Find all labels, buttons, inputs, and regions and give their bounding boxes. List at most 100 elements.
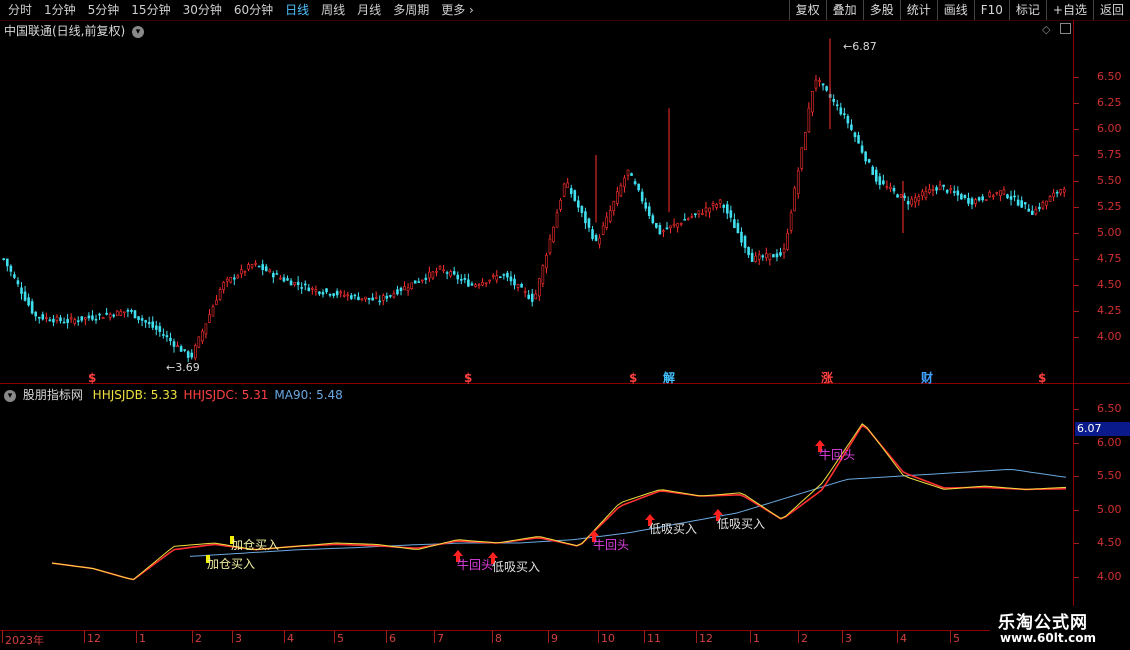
candle-body — [34, 311, 37, 317]
function-button-5[interactable]: F10 — [973, 0, 1009, 20]
y-tick-label: 6.00 — [1097, 435, 1122, 449]
maximize-icon[interactable] — [1060, 23, 1071, 34]
candle-body — [467, 279, 470, 287]
signal-arrow — [488, 552, 498, 564]
period-tab-3[interactable]: 15分钟 — [131, 3, 171, 17]
candle-body — [154, 325, 158, 330]
period-tab-6[interactable]: 日线 — [285, 3, 310, 17]
candle-body — [186, 351, 190, 358]
candle-body — [126, 309, 130, 312]
candle-body — [889, 186, 892, 189]
period-tab-1[interactable]: 1分钟 — [44, 3, 76, 17]
candle-body — [768, 253, 772, 260]
candle-body — [1023, 202, 1027, 205]
candle-body — [711, 203, 715, 206]
candle-body — [197, 336, 201, 348]
x-tick-label: 12 — [87, 632, 101, 645]
chevron-down-icon[interactable]: ▾ — [4, 389, 16, 402]
candle-body — [502, 274, 506, 276]
x-tick-label: 9 — [551, 632, 558, 645]
candle-body — [215, 299, 218, 306]
candle-body — [960, 194, 963, 200]
function-buttons: 复权 叠加 多股 统计 画线 F10 标记 +自选 返回 — [788, 0, 1130, 20]
candle-body — [867, 159, 871, 163]
candle-body — [843, 113, 846, 115]
candle-body — [956, 190, 960, 196]
candle-body — [488, 279, 491, 282]
candle-body — [538, 278, 541, 297]
candle-body — [630, 173, 633, 176]
indicator-name[interactable]: 股朋指标网 — [22, 388, 83, 402]
candle-body — [874, 169, 878, 182]
period-tab-2[interactable]: 5分钟 — [87, 3, 120, 17]
candle-body — [690, 216, 694, 218]
x-tick-label: 1 — [139, 632, 146, 645]
candle-body — [676, 223, 679, 228]
function-button-7[interactable]: +自选 — [1045, 0, 1093, 20]
period-tab-8[interactable]: 月线 — [357, 3, 382, 17]
x-tick — [2, 631, 3, 643]
candle-body — [303, 283, 307, 286]
y-tick-label: 6.00 — [1097, 122, 1122, 135]
event-marker: $ — [629, 371, 637, 385]
candle-body — [1055, 191, 1059, 194]
candle-body — [662, 230, 665, 233]
function-button-4[interactable]: 画线 — [936, 0, 974, 20]
candle-body — [204, 323, 208, 335]
function-button-3[interactable]: 统计 — [899, 0, 937, 20]
candle-body — [339, 291, 343, 294]
candle-body — [374, 297, 378, 299]
candle-body — [158, 326, 162, 332]
x-tick-label: 2023年 — [5, 634, 44, 647]
candle-body — [938, 184, 942, 191]
price-panel-title[interactable]: 中国联通(日线,前复权) ▾ — [4, 22, 145, 39]
candle-body — [420, 279, 424, 282]
candle-body — [1009, 196, 1013, 200]
function-button-6[interactable]: 标记 — [1008, 0, 1046, 20]
period-tab-7[interactable]: 周线 — [321, 3, 346, 17]
candle-body — [41, 314, 45, 320]
chevron-down-icon[interactable]: ▾ — [132, 25, 145, 38]
candle-body — [1045, 200, 1048, 206]
function-button-0[interactable]: 复权 — [788, 0, 826, 20]
function-button-1[interactable]: 叠加 — [825, 0, 863, 20]
candle-body — [162, 334, 165, 336]
period-tab-4[interactable]: 30分钟 — [182, 3, 222, 17]
candle-body — [601, 225, 605, 235]
period-tab-10[interactable]: 更多 › — [441, 3, 474, 17]
x-tick-label: 6 — [389, 632, 396, 645]
function-button-2[interactable]: 多股 — [862, 0, 900, 20]
candle-body — [413, 280, 417, 284]
candle-body — [275, 273, 279, 275]
period-tab-0[interactable]: 分时 — [8, 3, 33, 17]
candle-body — [201, 330, 204, 342]
candle-body — [190, 352, 194, 358]
candle-body — [541, 265, 545, 284]
signal-label: 加仓买入 — [207, 557, 255, 571]
period-tab-9[interactable]: 多周期 — [393, 3, 430, 17]
candle-body — [211, 306, 215, 317]
y-tick-label: 4.50 — [1097, 536, 1122, 549]
candle-body — [80, 316, 84, 321]
candle-body — [694, 213, 697, 216]
diamond-icon[interactable]: ◇ — [1042, 23, 1051, 36]
candle-body — [165, 335, 169, 338]
y-tick — [1074, 442, 1079, 444]
candle-body — [282, 277, 286, 282]
x-tick-label: 3 — [235, 632, 242, 645]
candle-body — [605, 216, 609, 228]
candle-body — [626, 169, 630, 176]
candle-body — [750, 252, 754, 262]
period-tab-5[interactable]: 60分钟 — [233, 3, 274, 17]
candle-body — [435, 271, 438, 273]
y-tick-label: 4.25 — [1097, 304, 1122, 317]
x-tick — [192, 631, 193, 643]
candle-body — [101, 317, 105, 320]
candle-body — [906, 201, 910, 205]
function-button-8[interactable]: 返回 — [1092, 0, 1130, 20]
candle-body — [1052, 192, 1055, 198]
candle-body — [882, 180, 885, 185]
candle-body — [169, 337, 172, 342]
candle-body — [98, 313, 101, 316]
